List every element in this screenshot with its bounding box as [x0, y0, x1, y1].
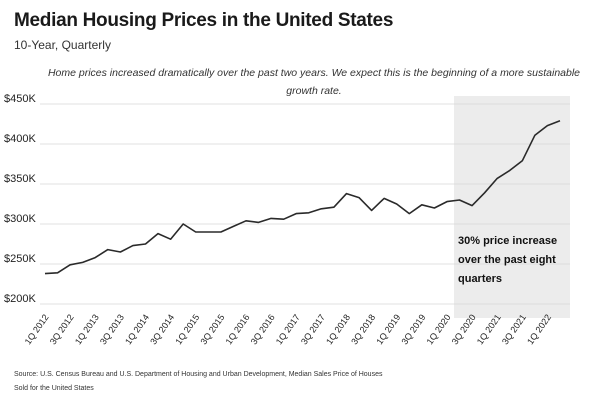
- y-tick-label: $200K: [4, 293, 36, 305]
- x-tick-label: 1Q 2013: [73, 312, 101, 346]
- x-tick-label: 3Q 2012: [48, 312, 76, 346]
- x-tick-label: 3Q 2014: [148, 312, 176, 346]
- highlight-band: [454, 96, 570, 318]
- source-line-2: Sold for the United States: [14, 385, 94, 392]
- price-line: [44, 120, 561, 275]
- x-tick-label: 1Q 2012: [23, 312, 51, 346]
- y-tick-label: $250K: [4, 253, 36, 265]
- x-tick-label: 1Q 2017: [274, 312, 302, 346]
- source-note: Source: U.S. Census Bureau and U.S. Depa…: [14, 368, 574, 396]
- grid-lines: [40, 103, 570, 305]
- y-tick-label: $450K: [4, 93, 36, 105]
- x-tick-label: 3Q 2019: [399, 312, 427, 346]
- x-tick-label: 1Q 2019: [374, 312, 402, 346]
- x-tick-label: 1Q 2018: [324, 312, 352, 346]
- y-tick-label: $400K: [4, 133, 36, 145]
- y-tick-label: $300K: [4, 213, 36, 225]
- x-tick-label: 3Q 2017: [299, 312, 327, 346]
- x-tick-label: 1Q 2014: [123, 312, 151, 346]
- y-axis: $450K $400K $350K $300K $250K $200K: [4, 93, 36, 305]
- chart-subtitle: 10-Year, Quarterly: [14, 38, 111, 52]
- callout-line: over the past eight: [458, 254, 556, 266]
- x-tick-label: 3Q 2013: [98, 312, 126, 346]
- y-tick-label: $350K: [4, 173, 36, 185]
- x-tick-label: 1Q 2020: [425, 312, 453, 346]
- source-line-1: Source: U.S. Census Bureau and U.S. Depa…: [14, 371, 383, 378]
- chart-description: Home prices increased dramatically over …: [47, 67, 581, 97]
- callout-line: 30% price increase: [458, 235, 557, 247]
- x-tick-label: 1Q 2016: [224, 312, 252, 346]
- x-tick-label: 3Q 2016: [249, 312, 277, 346]
- x-tick-label: 3Q 2015: [198, 312, 226, 346]
- callout-line: quarters: [458, 273, 502, 285]
- x-tick-label: 1Q 2015: [173, 312, 201, 346]
- x-tick-label: 3Q 2018: [349, 312, 377, 346]
- highlight-callout: 30% price increase over the past eight qua…: [458, 235, 557, 285]
- chart-title: Median Housing Prices in the United Stat…: [14, 10, 394, 31]
